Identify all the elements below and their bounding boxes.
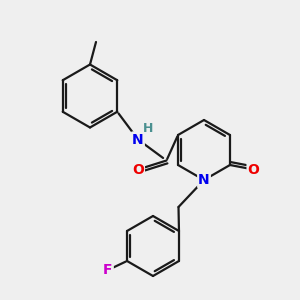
Text: N: N (198, 173, 210, 187)
Text: O: O (248, 163, 260, 176)
Text: N: N (132, 133, 144, 146)
Text: O: O (132, 163, 144, 176)
Text: H: H (143, 122, 154, 135)
Text: F: F (103, 263, 113, 277)
